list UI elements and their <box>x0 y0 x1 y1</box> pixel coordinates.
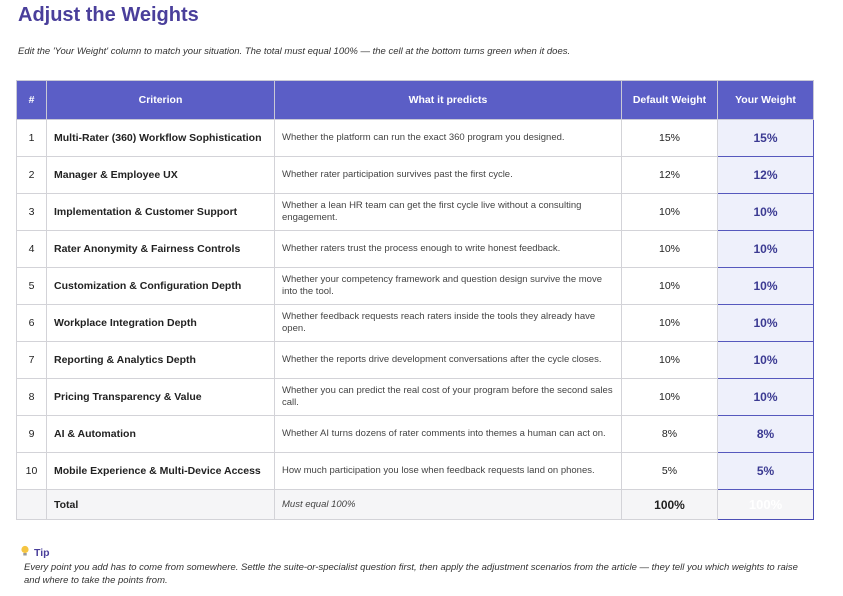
your-total: 100% <box>717 489 814 520</box>
prediction: Whether AI turns dozens of rater comment… <box>274 415 622 453</box>
title: Adjust the Weights <box>18 4 199 26</box>
prediction: Whether you can predict the real cost of… <box>274 378 622 416</box>
column-header: # <box>16 80 47 120</box>
criterion: AI & Automation <box>46 415 275 453</box>
default-weight: 8% <box>621 415 718 453</box>
default-weight: 10% <box>621 230 718 268</box>
prediction: How much participation you lose when fee… <box>274 452 622 490</box>
default-weight: 10% <box>621 341 718 379</box>
default-weight: 15% <box>621 119 718 157</box>
blank-cell <box>16 489 47 520</box>
table-row: 10 Mobile Experience & Multi-Device Acces… <box>16 452 814 490</box>
criterion: Implementation & Customer Support <box>46 193 275 231</box>
row-number: 10 <box>16 452 47 490</box>
table-row: 1 Multi-Rater (360) Workflow Sophisticati… <box>16 119 814 157</box>
table-row: 6 Workplace Integration Depth Whether feed… <box>16 304 814 342</box>
row-number: 8 <box>16 378 47 416</box>
prediction: Whether feedback requests reach raters i… <box>274 304 622 342</box>
your-weight[interactable]: 5% <box>717 452 814 490</box>
default-weight: 10% <box>621 378 718 416</box>
table-row: 4 Rater Anonymity & Fairness Controls Whet… <box>16 230 814 268</box>
criterion: Manager & Employee UX <box>46 156 275 194</box>
your-weight[interactable]: 10% <box>717 341 814 379</box>
row-number: 7 <box>16 341 47 379</box>
criterion: Pricing Transparency & Value <box>46 378 275 416</box>
your-weight[interactable]: 10% <box>717 267 814 305</box>
row-number: 2 <box>16 156 47 194</box>
criterion: Workplace Integration Depth <box>46 304 275 342</box>
table-row: 9 AI & Automation Whether AI turns dozens … <box>16 415 814 453</box>
row-number: 1 <box>16 119 47 157</box>
default-weight: 12% <box>621 156 718 194</box>
criterion: Rater Anonymity & Fairness Controls <box>46 230 275 268</box>
criterion: Reporting & Analytics Depth <box>46 341 275 379</box>
prediction: Whether your competency framework and qu… <box>274 267 622 305</box>
prediction: Whether raters trust the process enough … <box>274 230 622 268</box>
table-row: 8 Pricing Transparency & Value Whether you… <box>16 378 814 416</box>
row-number: 3 <box>16 193 47 231</box>
prediction: Whether rater participation survives pas… <box>274 156 622 194</box>
table-row: 7 Reporting & Analytics Depth Whether the … <box>16 341 814 379</box>
subtitle: Edit the 'Your Weight' column to match y… <box>18 46 571 57</box>
your-weight[interactable]: 12% <box>717 156 814 194</box>
your-weight[interactable]: 8% <box>717 415 814 453</box>
criterion: Mobile Experience & Multi-Device Access <box>46 452 275 490</box>
default-weight: 10% <box>621 267 718 305</box>
default-weight: 5% <box>621 452 718 490</box>
weights-table: # Criterion What it predicts Default Weight… <box>16 80 814 520</box>
tip-text: Every point you add has to come from som… <box>24 562 798 586</box>
header-row: # Criterion What it predicts Default Weight… <box>16 80 814 120</box>
prediction: Whether the platform can run the exact 3… <box>274 119 622 157</box>
default-total: 100% <box>621 489 718 520</box>
table-row: 3 Implementation & Customer Support Whethe… <box>16 193 814 231</box>
row-number: 6 <box>16 304 47 342</box>
total-row: Total Must equal 100% 100% 100% <box>16 489 814 520</box>
total-label: Total <box>46 489 275 520</box>
column-header: Criterion <box>46 80 275 120</box>
your-weight[interactable]: 10% <box>717 230 814 268</box>
prediction: Whether the reports drive development co… <box>274 341 622 379</box>
your-weight[interactable]: 10% <box>717 193 814 231</box>
tip-title: Tip <box>34 547 50 559</box>
your-weight[interactable]: 15% <box>717 119 814 157</box>
default-weight: 10% <box>621 193 718 231</box>
criterion: Multi-Rater (360) Workflow Sophisticatio… <box>46 119 275 157</box>
table-row: 5 Customization & Configuration Depth Whet… <box>16 267 814 305</box>
table-row: 2 Manager & Employee UX Whether rater part… <box>16 156 814 194</box>
default-weight: 10% <box>621 304 718 342</box>
tip-label: Tip <box>20 545 50 559</box>
row-number: 9 <box>16 415 47 453</box>
row-number: 5 <box>16 267 47 305</box>
total-note: Must equal 100% <box>274 489 622 520</box>
row-number: 4 <box>16 230 47 268</box>
column-header: What it predicts <box>274 80 622 120</box>
criterion: Customization & Configuration Depth <box>46 267 275 305</box>
prediction: Whether a lean HR team can get the first… <box>274 193 622 231</box>
your-weight[interactable]: 10% <box>717 304 814 342</box>
column-header: Default Weight <box>621 80 718 120</box>
your-weight[interactable]: 10% <box>717 378 814 416</box>
column-header: Your Weight <box>717 80 814 120</box>
bulb-icon <box>21 545 29 556</box>
